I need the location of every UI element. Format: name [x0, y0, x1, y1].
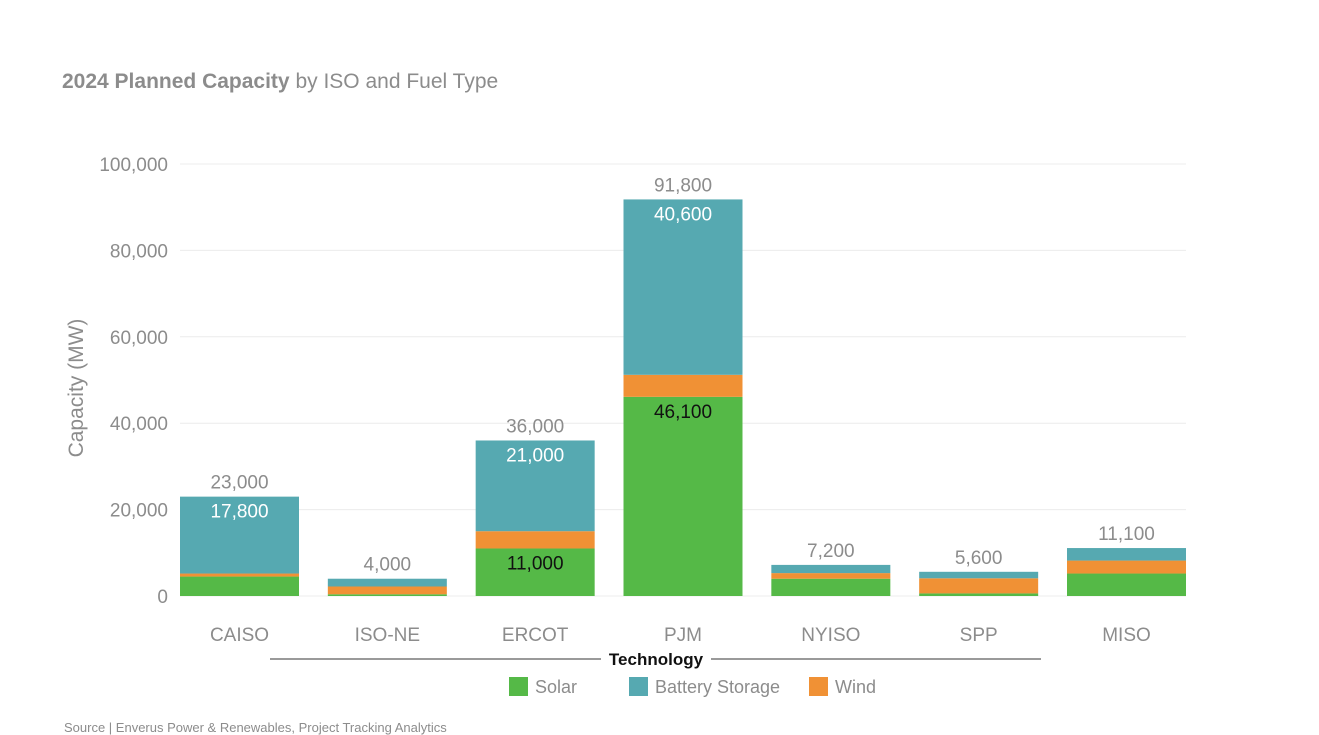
segment-label: 40,600 — [654, 204, 712, 225]
legend-swatch-wind — [809, 677, 828, 696]
chart-title-bold: 2024 Planned Capacity — [62, 70, 290, 93]
y-tick-label: 20,000 — [110, 501, 168, 522]
bar-segment-solar — [475, 548, 595, 596]
bar-segment-battery-storage — [919, 571, 1039, 579]
bar-segment-wind — [180, 573, 299, 577]
bar-segment-battery-storage — [475, 440, 595, 532]
bar-segment-wind — [327, 586, 447, 595]
x-tick-label: CAISO — [210, 625, 269, 646]
total-label: 36,000 — [506, 416, 564, 437]
segment-label: 21,000 — [506, 445, 564, 466]
legend-label: Battery Storage — [655, 677, 780, 697]
chart-title: 2024 Planned Capacity by ISO and Fuel Ty… — [62, 70, 498, 94]
bar-segment-battery-storage — [327, 578, 447, 587]
y-tick-label: 100,000 — [99, 155, 168, 176]
segment-label: 11,000 — [507, 553, 564, 574]
y-tick-label: 0 — [157, 587, 168, 608]
chart-title-rest: by ISO and Fuel Type — [289, 70, 499, 93]
y-tick-label: 60,000 — [110, 328, 168, 349]
x-tick-label: MISO — [1102, 625, 1151, 646]
bar-segment-battery-storage — [180, 496, 299, 574]
bar-segment-wind — [919, 578, 1039, 594]
legend-swatch-solar — [509, 677, 528, 696]
x-tick-label: ERCOT — [502, 625, 569, 646]
y-tick-label: 80,000 — [110, 241, 168, 262]
source-note: Source | Enverus Power & Renewables, Pro… — [64, 720, 447, 735]
bar-segment-battery-storage — [1067, 548, 1186, 561]
bar-segment-wind — [771, 573, 891, 579]
x-tick-label: ISO-NE — [355, 625, 420, 646]
total-label: 4,000 — [364, 555, 412, 576]
legend-label: Wind — [835, 677, 876, 697]
total-label: 91,800 — [654, 175, 712, 196]
bar-segment-solar — [623, 396, 743, 596]
segment-label: 17,800 — [210, 502, 268, 523]
bar-segment-solar — [919, 593, 1039, 596]
legend-label: Solar — [535, 677, 577, 697]
x-tick-label: NYISO — [801, 625, 860, 646]
bar-segment-wind — [1067, 560, 1186, 574]
x-tick-label: PJM — [664, 625, 702, 646]
bar-segment-solar — [180, 576, 299, 596]
bar-segment-battery-storage — [771, 564, 891, 574]
segment-label: 46,100 — [654, 402, 712, 423]
bar-segment-wind — [475, 531, 595, 549]
bar-segment-solar — [771, 578, 891, 596]
legend-swatch-battery-storage — [629, 677, 648, 696]
x-tick-label: SPP — [960, 625, 998, 646]
bar-segment-solar — [1067, 573, 1186, 596]
bar-segment-battery-storage — [623, 199, 743, 375]
bar-segment-solar — [327, 594, 447, 596]
bar-segment-wind — [623, 374, 743, 397]
y-axis-title: Capacity (MW) — [65, 319, 88, 458]
total-label: 11,100 — [1098, 524, 1155, 545]
total-label: 23,000 — [210, 473, 268, 494]
total-label: 7,200 — [807, 541, 855, 562]
y-tick-label: 40,000 — [110, 414, 168, 435]
legend-title: Technology — [609, 650, 704, 669]
total-label: 5,600 — [955, 548, 1003, 569]
